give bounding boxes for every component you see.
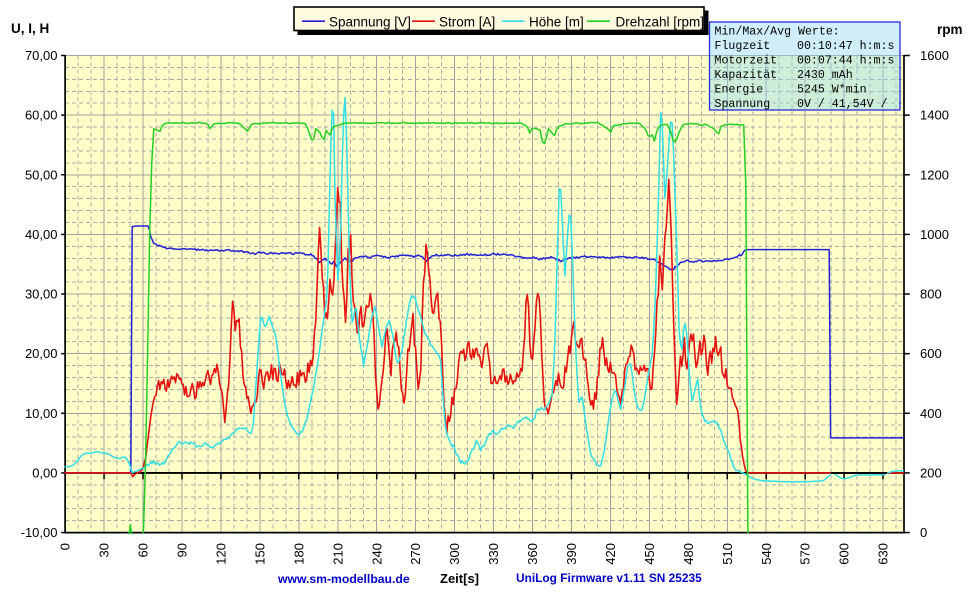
svg-text:Spannung: Spannung [715,98,771,111]
svg-text:800: 800 [920,287,942,302]
svg-text:570: 570 [798,543,813,565]
svg-text:50,00: 50,00 [25,167,58,182]
svg-text:Motorzeit: Motorzeit [715,55,778,68]
svg-text:00:07:44 h:m:s: 00:07:44 h:m:s [797,55,894,68]
svg-text:210: 210 [330,543,345,565]
svg-text:540: 540 [759,543,774,565]
svg-text:00:10:47 h:m:s: 00:10:47 h:m:s [797,40,894,53]
svg-text:60: 60 [136,543,151,557]
svg-text:0,00: 0,00 [32,465,57,480]
svg-text:330: 330 [486,543,501,565]
svg-text:600: 600 [837,543,852,565]
svg-text:90: 90 [175,543,190,557]
svg-text:5245 W*min: 5245 W*min [797,84,867,97]
svg-text:510: 510 [720,543,735,565]
svg-text:400: 400 [920,406,942,421]
svg-text:0: 0 [920,525,927,540]
svg-text:420: 420 [603,543,618,565]
svg-text:1400: 1400 [920,108,949,123]
svg-text:30: 30 [97,543,112,557]
svg-text:30,00: 30,00 [25,287,58,302]
svg-text:300: 300 [447,543,462,565]
svg-text:Drehzahl [rpm]: Drehzahl [rpm] [616,15,705,30]
svg-text:U, I, H: U, I, H [11,21,49,36]
svg-text:60,00: 60,00 [25,108,58,123]
svg-text:150: 150 [252,543,267,565]
svg-text:Min/Max/Avg Werte:: Min/Max/Avg Werte: [715,26,840,39]
svg-text:Kapazität: Kapazität [715,69,778,82]
svg-text:UniLog Firmware v1.11 SN 25235: UniLog Firmware v1.11 SN 25235 [516,571,702,585]
svg-text:1200: 1200 [920,167,949,182]
svg-text:0: 0 [58,543,73,550]
svg-text:www.sm-modellbau.de: www.sm-modellbau.de [277,572,410,586]
svg-text:200: 200 [920,465,942,480]
svg-text:390: 390 [564,543,579,565]
svg-text:Flugzeit: Flugzeit [715,40,771,53]
svg-text:Strom [A]: Strom [A] [439,15,495,30]
svg-text:630: 630 [876,543,891,565]
svg-text:Höhe [m]: Höhe [m] [529,15,584,30]
svg-text:Zeit[s]: Zeit[s] [440,571,479,586]
svg-text:120: 120 [214,543,229,565]
svg-text:480: 480 [681,543,696,565]
svg-text:600: 600 [920,346,942,361]
svg-text:240: 240 [369,543,384,565]
svg-text:1000: 1000 [920,227,949,242]
svg-text:10,00: 10,00 [25,406,58,421]
svg-text:Energie: Energie [715,84,764,97]
svg-text:Spannung [V]: Spannung [V] [329,15,411,30]
svg-text:40,00: 40,00 [25,227,58,242]
svg-text:180: 180 [291,543,306,565]
svg-text:rpm: rpm [937,22,963,37]
svg-text:2430 mAh: 2430 mAh [797,69,853,82]
svg-text:-10,00: -10,00 [21,525,58,540]
svg-text:70,00: 70,00 [25,48,58,63]
svg-text:20,00: 20,00 [25,346,58,361]
svg-text:0V / 41,54V /: 0V / 41,54V / [797,98,887,111]
svg-text:1600: 1600 [920,48,949,63]
svg-text:450: 450 [642,543,657,565]
svg-text:360: 360 [525,543,540,565]
svg-text:270: 270 [408,543,423,565]
